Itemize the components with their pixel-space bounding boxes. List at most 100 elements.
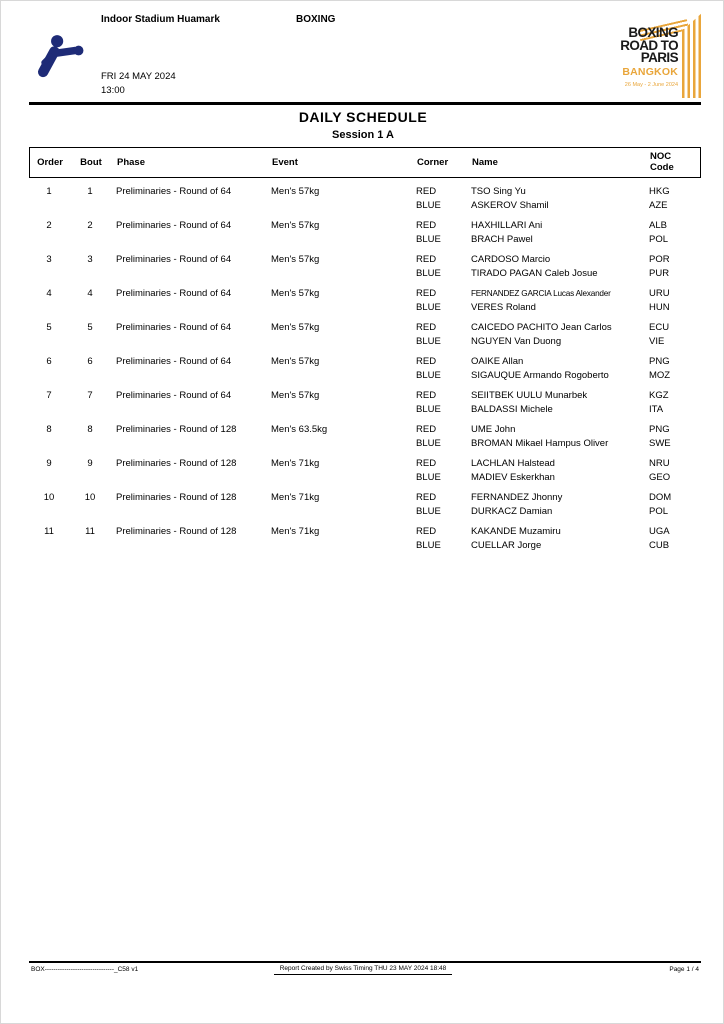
- phase-value: Preliminaries - Round of 64: [116, 390, 232, 401]
- corner-cell: RED BLUE: [411, 185, 466, 213]
- corner-cell: RED BLUE: [411, 321, 466, 349]
- phase-value: Preliminaries - Round of 64: [116, 288, 232, 299]
- corner-red-label: RED: [416, 458, 437, 469]
- corner-blue-label: BLUE: [416, 336, 441, 347]
- table-row: 8 8 Preliminaries - Round of 128 Men's 6…: [29, 423, 701, 451]
- event-value: Men's 57kg: [271, 220, 320, 231]
- logo-column-stripes: [682, 12, 703, 98]
- corner-blue-label: BLUE: [416, 200, 441, 211]
- event-value: Men's 57kg: [271, 186, 320, 197]
- corner-red-label: RED: [416, 526, 437, 537]
- name-cell: KAKANDE Muzamiru CUELLAR Jorge: [466, 525, 644, 553]
- event-value: Men's 71kg: [271, 526, 320, 537]
- red-boxer-name: HAXHILLARI Ani: [471, 220, 543, 231]
- schedule-rows: 1 1 Preliminaries - Round of 64 Men's 57…: [29, 185, 701, 559]
- report-created-text: Report Created by Swiss Timing THU 23 MA…: [273, 965, 453, 975]
- red-boxer-noc: NRU: [649, 458, 670, 469]
- col-header-order: Order: [37, 157, 63, 168]
- order-value: 3: [46, 254, 52, 265]
- corner-blue-label: BLUE: [416, 506, 441, 517]
- bout-value: 8: [87, 424, 93, 435]
- blue-boxer-name: BRACH Pawel: [471, 234, 533, 245]
- col-header-bout: Bout: [80, 157, 102, 168]
- red-boxer-name: KAKANDE Muzamiru: [471, 526, 561, 537]
- red-boxer-noc: URU: [649, 288, 670, 299]
- blue-boxer-name: MADIEV Eskerkhan: [471, 472, 555, 483]
- blue-boxer-name: NGUYEN Van Duong: [471, 336, 562, 347]
- phase-value: Preliminaries - Round of 128: [116, 424, 237, 435]
- blue-boxer-noc: AZE: [649, 200, 668, 211]
- corner-cell: RED BLUE: [411, 287, 466, 315]
- noc-cell: URU HUN: [644, 287, 701, 315]
- red-boxer-noc: ALB: [649, 220, 667, 231]
- name-cell: SEIITBEK UULU Munarbek BALDASSI Michele: [466, 389, 644, 417]
- blue-boxer-name: SIGAUQUE Armando Rogoberto: [471, 370, 609, 381]
- red-boxer-noc: PNG: [649, 356, 670, 367]
- report-created-note: Report Created by Swiss Timing THU 23 MA…: [1, 965, 724, 975]
- blue-boxer-name: BALDASSI Michele: [471, 404, 553, 415]
- blue-boxer-name: VERES Roland: [471, 302, 536, 313]
- blue-boxer-name: TIRADO PAGAN Caleb Josue: [471, 268, 598, 279]
- red-boxer-name: LACHLAN Halstead: [471, 458, 555, 469]
- event-value: Men's 57kg: [271, 356, 320, 367]
- blue-boxer-noc: PUR: [649, 268, 670, 279]
- noc-cell: PNG SWE: [644, 423, 701, 451]
- noc-cell: ECU VIE: [644, 321, 701, 349]
- blue-boxer-noc: POL: [649, 506, 669, 517]
- name-cell: CARDOSO Marcio TIRADO PAGAN Caleb Josue: [466, 253, 644, 281]
- event-value: Men's 57kg: [271, 322, 320, 333]
- table-row: 10 10 Preliminaries - Round of 128 Men's…: [29, 491, 701, 519]
- boxing-pictogram-icon: [31, 33, 87, 88]
- order-value: 6: [46, 356, 52, 367]
- table-row: 5 5 Preliminaries - Round of 64 Men's 57…: [29, 321, 701, 349]
- bout-value: 6: [87, 356, 93, 367]
- blue-boxer-noc: HUN: [649, 302, 670, 313]
- logo-line3: PARIS: [640, 50, 679, 65]
- logo-line2: ROAD TO: [620, 37, 678, 53]
- corner-blue-label: BLUE: [416, 404, 441, 415]
- name-cell: FERNANDEZ GARCIA Lucas Alexander VERES R…: [466, 287, 644, 315]
- logo-line1: BOXING: [628, 25, 678, 40]
- table-row: 9 9 Preliminaries - Round of 128 Men's 7…: [29, 457, 701, 485]
- blue-boxer-noc: CUB: [649, 540, 670, 551]
- sport-name: BOXING: [296, 14, 336, 25]
- order-value: 1: [46, 186, 52, 197]
- blue-boxer-noc: GEO: [649, 472, 671, 483]
- header-divider: [29, 102, 701, 105]
- col-header-name: Name: [472, 157, 498, 168]
- event-value: Men's 57kg: [271, 390, 320, 401]
- blue-boxer-name: CUELLAR Jorge: [471, 540, 542, 551]
- corner-cell: RED BLUE: [411, 219, 466, 247]
- bout-value: 5: [87, 322, 93, 333]
- logo-text: BOXING ROAD TO PARIS BANGKOK 26 May - 2 …: [620, 25, 679, 92]
- noc-cell: HKG AZE: [644, 185, 701, 213]
- phase-value: Preliminaries - Round of 128: [116, 526, 237, 537]
- event-value: Men's 71kg: [271, 458, 320, 469]
- event-value: Men's 57kg: [271, 288, 320, 299]
- blue-boxer-noc: SWE: [649, 438, 671, 449]
- corner-cell: RED BLUE: [411, 525, 466, 553]
- table-row: 11 11 Preliminaries - Round of 128 Men's…: [29, 525, 701, 553]
- phase-value: Preliminaries - Round of 64: [116, 322, 232, 333]
- red-boxer-noc: POR: [649, 254, 670, 265]
- noc-cell: DOM POL: [644, 491, 701, 519]
- table-row: 6 6 Preliminaries - Round of 64 Men's 57…: [29, 355, 701, 383]
- corner-cell: RED BLUE: [411, 423, 466, 451]
- col-header-noc-line1: NOC: [650, 151, 672, 162]
- name-cell: LACHLAN Halstead MADIEV Eskerkhan: [466, 457, 644, 485]
- blue-boxer-name: BROMAN Mikael Hampus Oliver: [471, 438, 609, 449]
- page-number: Page 1 / 4: [669, 966, 699, 973]
- session-time: 13:00: [101, 85, 125, 96]
- table-row: 7 7 Preliminaries - Round of 64 Men's 57…: [29, 389, 701, 417]
- corner-blue-label: BLUE: [416, 370, 441, 381]
- red-boxer-name: SEIITBEK UULU Munarbek: [471, 390, 588, 401]
- corner-blue-label: BLUE: [416, 472, 441, 483]
- corner-red-label: RED: [416, 492, 437, 503]
- order-value: 11: [44, 526, 54, 537]
- name-cell: CAICEDO PACHITO Jean Carlos NGUYEN Van D…: [466, 321, 644, 349]
- col-header-phase: Phase: [117, 157, 145, 168]
- phase-value: Preliminaries - Round of 64: [116, 254, 232, 265]
- event-value: Men's 71kg: [271, 492, 320, 503]
- order-value: 10: [43, 492, 55, 503]
